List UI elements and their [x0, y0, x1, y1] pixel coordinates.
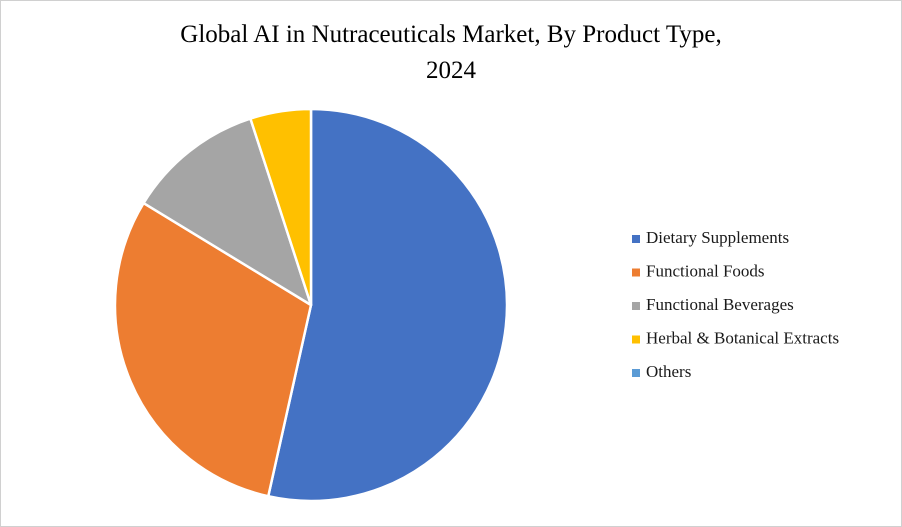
legend-label: Functional Beverages — [646, 295, 794, 314]
legend-marker — [632, 335, 640, 344]
chart-title: Global AI in Nutraceuticals Market, By P… — [180, 21, 721, 48]
pie-slice — [142, 117, 313, 307]
legend-marker — [632, 302, 640, 310]
legend-label: Others — [646, 362, 691, 381]
chart-subtitle: 2024 — [426, 57, 477, 84]
legend-label: Dietary Supplements — [646, 228, 789, 247]
legend-marker — [632, 369, 640, 377]
legend-label: Functional Foods — [646, 261, 765, 280]
legend-marker — [632, 235, 640, 243]
pie-slice — [249, 107, 313, 307]
legend-label: Herbal & Botanical Extracts — [646, 328, 839, 347]
pie-slice — [266, 107, 509, 503]
legend-marker — [632, 268, 640, 277]
